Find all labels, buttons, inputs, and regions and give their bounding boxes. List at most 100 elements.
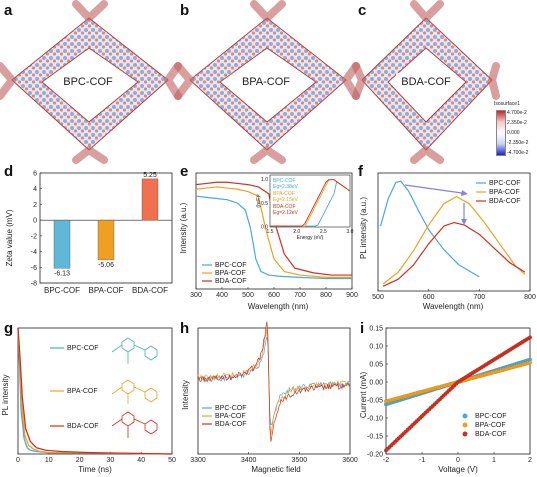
- d-bar-bpc-cof: [53, 219, 71, 269]
- h-xtick-label: 3600: [342, 457, 358, 464]
- d-ylabel: Zeta value (mV): [5, 209, 14, 266]
- i-legend-label: BPA-COF: [475, 422, 506, 429]
- i-xtick-label: 2: [528, 457, 532, 464]
- chart-d: Zeta value (mV) 6 4 2 0 -2 -4 -6 -8 -6.13 BPC-CO…: [5, 171, 173, 295]
- colorbar: [496, 110, 506, 156]
- chart-h: Intensity Magnetic field 3300 3400 3500 360…: [181, 321, 358, 474]
- structure-label-c: BDA-COF: [396, 73, 456, 91]
- panel-letter-i: i: [360, 320, 365, 337]
- colorbar-tick-2: 0.000: [507, 130, 520, 136]
- g-bda-cof-series-line: [17, 327, 173, 455]
- f-ylabel: PL intensity (a.u.): [359, 197, 368, 259]
- e-inset-ylabel: (hνF)²: [256, 194, 262, 208]
- g-legend-label: BPC-COF: [67, 345, 99, 352]
- h-bpa-cof-series-line: [197, 327, 351, 435]
- panel-letter-f: f: [358, 163, 363, 180]
- f-legend-label: BDA-COF: [489, 198, 521, 205]
- f-shift-arrows: [404, 184, 468, 225]
- e-inset-ytick-label: 0.0: [261, 225, 268, 231]
- i-ytick-label: 0.00: [369, 380, 383, 387]
- h-frame: [197, 327, 351, 455]
- e-xtick-label: 300: [190, 292, 202, 299]
- i-xtick-label: 1: [492, 457, 496, 464]
- panel-letter-d: d: [4, 163, 14, 180]
- i-legend-marker: [462, 422, 468, 428]
- f-frame: [377, 172, 531, 292]
- e-xtick-label: 500: [242, 292, 254, 299]
- e-inset-note-gap: Eg=2.15eV: [273, 197, 299, 203]
- structure-label-a: BPC-COF: [58, 73, 118, 91]
- e-bda-cof-series-line: [195, 181, 352, 276]
- h-xtick-label: 3400: [241, 457, 257, 464]
- i-data-point: [527, 360, 533, 365]
- d-ytick-label: -2: [31, 233, 37, 240]
- g-xlabel: Time (ns): [78, 465, 112, 474]
- e-inset-ytick-label: 1.0: [261, 177, 268, 183]
- i-ytick-label: -0.20: [367, 452, 383, 459]
- i-ylabel: Current (mA): [359, 372, 368, 419]
- g-xtick-label: 20: [76, 457, 84, 464]
- d-ytick-label: 2: [33, 202, 37, 209]
- h-legend-label: BPC-COF: [215, 405, 247, 412]
- structure-image-a: [0, 0, 182, 164]
- g-xtick-label: 10: [45, 457, 53, 464]
- f-bpc-cof-series-line: [379, 180, 480, 278]
- panel-letter-a: a: [4, 2, 13, 19]
- i-ytick-label: -0.05: [367, 398, 383, 405]
- e-inset-xtick-label: 3.0: [347, 229, 354, 235]
- e-inset-xlabel: Energy (eV): [297, 235, 324, 241]
- g-legend-label: BPA-COF: [67, 388, 98, 395]
- h-bda-cof-series-line: [197, 321, 351, 442]
- chart-i: Current (mA) Voltage (V) -2 -1 0 1 2 0.15 0.10…: [359, 326, 533, 474]
- i-legend-label: BPC-COF: [475, 413, 507, 420]
- d-ytick-label: -4: [31, 249, 37, 256]
- h-xtick-label: 3500: [292, 457, 308, 464]
- e-inset-xtick-label: 2.0: [293, 229, 300, 235]
- i-legend-marker: [462, 431, 468, 437]
- d-ytick-label: 4: [33, 186, 37, 193]
- e-xtick-label: 900: [346, 292, 358, 299]
- colorbar-title: Isosurface1: [494, 101, 520, 107]
- chart-g: PL intensity Time (ns) 0 10 20 30 40 50 BPC-C…: [1, 327, 176, 474]
- structure-image-c: [352, 0, 500, 164]
- i-frame: [385, 327, 531, 455]
- panel-letter-h: h: [180, 320, 190, 337]
- f-xlabel: Wavelength (nm): [423, 302, 484, 311]
- e-xtick-label: 400: [216, 292, 228, 299]
- panel-letter-e: e: [180, 163, 189, 180]
- e-inset-note-name: BDA-COF: [273, 204, 296, 210]
- g-xtick-label: 30: [107, 457, 115, 464]
- i-xtick-label: -2: [383, 457, 389, 464]
- d-bar-bda-cof: [141, 178, 159, 221]
- f-xtick-label: 700: [473, 294, 485, 301]
- e-xtick-label: 600: [268, 292, 280, 299]
- e-inset-note-gap: Eg=2.12eV: [273, 210, 299, 216]
- e-inset-note-name: BPA-COF: [273, 191, 295, 197]
- e-inset-xtick-label: 2.5: [320, 229, 327, 235]
- d-value-label: -5.06: [98, 262, 114, 269]
- i-xtick-label: 0: [456, 457, 460, 464]
- e-inset-note-name: BPC-COF: [273, 178, 296, 184]
- d-value-label: -6.13: [54, 270, 70, 277]
- e-inset-curve: [270, 179, 351, 227]
- e-bpa-cof-series-line: [195, 186, 352, 279]
- g-xtick-label: 40: [137, 457, 145, 464]
- i-ytick-label: 0.05: [369, 362, 383, 369]
- i-xlabel: Voltage (V): [438, 465, 478, 474]
- d-ytick-label: 0: [33, 218, 37, 225]
- i-ytick-label: -0.15: [367, 434, 383, 441]
- e-xtick-label: 800: [320, 292, 332, 299]
- h-xlabel: Magnetic field: [251, 465, 300, 474]
- d-ytick-label: -8: [31, 281, 37, 288]
- e-inset-xtick-label: 1.5: [267, 229, 274, 235]
- d-value-label: 5.25: [143, 172, 157, 179]
- e-xtick-label: 700: [294, 292, 306, 299]
- d-frame: [39, 172, 173, 284]
- f-bpa-cof-series-line: [382, 195, 526, 285]
- i-legend-marker: [462, 413, 468, 419]
- f-legend-label: BPC-COF: [489, 180, 521, 187]
- g-xtick-label: 50: [168, 457, 176, 464]
- f-xtick-label: 600: [423, 294, 435, 301]
- panel-c: c BDA-COF Isosurface1 4.700e-2 2.350e-2 …: [352, 0, 537, 164]
- e-bpc-cof-series-line: [195, 195, 352, 280]
